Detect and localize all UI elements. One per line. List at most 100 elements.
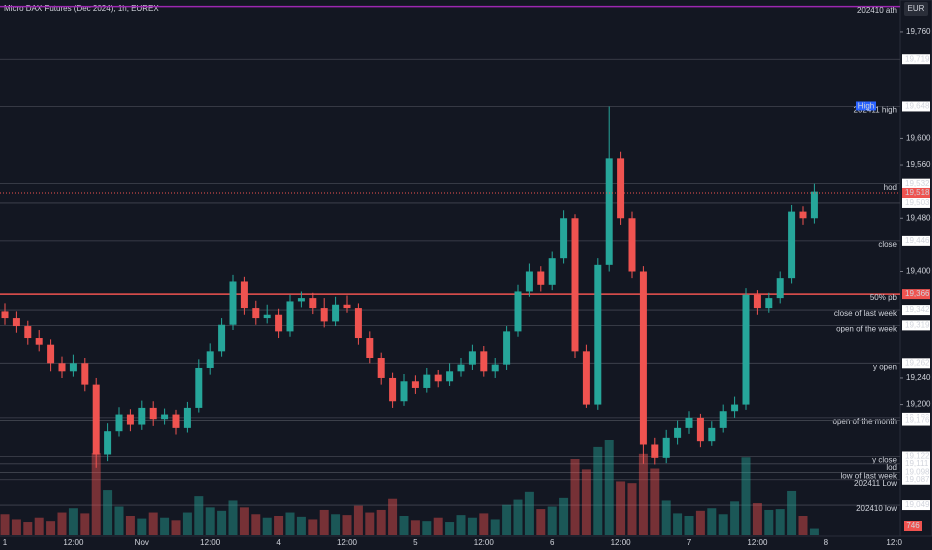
candle-body [503, 331, 511, 365]
candle-body [765, 298, 773, 309]
volume-bar [125, 516, 135, 535]
currency[interactable]: EUR [908, 4, 925, 13]
price-label: 19,319 [905, 321, 930, 330]
candle-body [582, 351, 590, 405]
volume-bar [593, 446, 603, 535]
x-tick-label: 8 [824, 538, 829, 547]
volume-bar [787, 490, 797, 535]
candle-body [468, 351, 476, 365]
x-tick-label: Nov [135, 538, 149, 547]
volume-bar [741, 457, 751, 535]
price-label: 19,049 [905, 500, 930, 509]
volume-bar [114, 506, 124, 535]
volume-bar [559, 497, 569, 535]
candle-body [126, 414, 134, 425]
candle-body [685, 417, 693, 428]
volume-bar [46, 521, 56, 535]
volume-bar [604, 440, 614, 535]
x-tick-label: 1 [3, 538, 8, 547]
candle-body [149, 407, 157, 420]
volume-bar [148, 512, 158, 535]
price-box [902, 451, 930, 462]
candle-body [377, 357, 385, 378]
level-label: 50% pb [870, 293, 898, 302]
volume-bar [285, 512, 295, 535]
volume-label: 746 [906, 521, 920, 530]
price-label: 19,098 [905, 468, 930, 477]
volume-bar [752, 503, 762, 535]
volume-bar [205, 507, 215, 535]
price-box [902, 235, 930, 246]
level-label: open of the month [833, 417, 898, 426]
last-price-label: 19,518 [905, 188, 930, 197]
x-tick-label: 12:00 [337, 538, 358, 547]
volume-bar [11, 519, 21, 535]
y-tick-label: 19,600 [906, 134, 931, 143]
volume-bar [775, 509, 785, 535]
candle-body [320, 308, 328, 322]
price-label: 19,446 [905, 236, 930, 245]
volume-bar [342, 515, 352, 535]
volume-bar [239, 507, 249, 535]
candle-body [389, 377, 397, 402]
volume-bar [0, 514, 10, 535]
candle-body [719, 411, 727, 428]
level-label: 202410 low [856, 504, 897, 513]
volume-bar [764, 509, 774, 535]
price-box [902, 54, 930, 65]
x-tick-label: 12:0 [886, 538, 902, 547]
candle-body [810, 191, 818, 219]
candle-body [92, 384, 100, 455]
candle-body [651, 444, 659, 458]
candle-body [799, 211, 807, 219]
candle-body [172, 414, 180, 428]
candle-body [1, 311, 9, 319]
chart-title: Micro DAX Futures (Dec 2024), 1h, EUREX [4, 4, 159, 13]
volume-bar [171, 520, 181, 535]
candle-body [69, 363, 77, 372]
candle-body [366, 338, 374, 358]
volume-bar [194, 496, 204, 535]
candle-body [354, 308, 362, 339]
volume-bar [103, 490, 113, 535]
currency-box[interactable] [904, 2, 928, 16]
volume-bar [365, 512, 375, 535]
volume-bar [353, 505, 363, 535]
volume-bar [399, 516, 409, 535]
volume-bar [627, 483, 637, 535]
candle-body [332, 304, 340, 322]
candle-body [628, 218, 636, 272]
candle-body [617, 158, 625, 219]
candle-body [252, 308, 260, 319]
candle-body [206, 351, 214, 368]
volume-bar [616, 481, 626, 535]
candle-body [115, 414, 123, 432]
volume-bar [228, 500, 238, 535]
volume-bar [160, 517, 170, 535]
volume-bar [570, 459, 580, 535]
volume-bar [137, 518, 147, 535]
volume-bar [433, 517, 443, 535]
price-box [902, 474, 930, 485]
candle-body [571, 218, 579, 352]
volume-bar [467, 517, 477, 535]
y-tick-label: 19,200 [906, 400, 931, 409]
x-tick-label: 4 [276, 538, 281, 547]
price-label: 19,122 [905, 452, 930, 461]
candle-body [434, 374, 442, 382]
candle-body [195, 367, 203, 408]
price-box [902, 305, 930, 316]
x-tick-label: 6 [550, 538, 555, 547]
candle-body [309, 298, 317, 309]
level-label: 202411 Low [854, 479, 897, 488]
volume-bar [23, 522, 33, 535]
candle-body [594, 264, 602, 405]
price-label: 19,087 [905, 475, 930, 484]
volume-bar [274, 516, 284, 535]
candle-body [35, 338, 43, 345]
x-tick-label: 12:00 [474, 538, 495, 547]
candle-body [81, 363, 89, 385]
candle-body [275, 314, 283, 332]
